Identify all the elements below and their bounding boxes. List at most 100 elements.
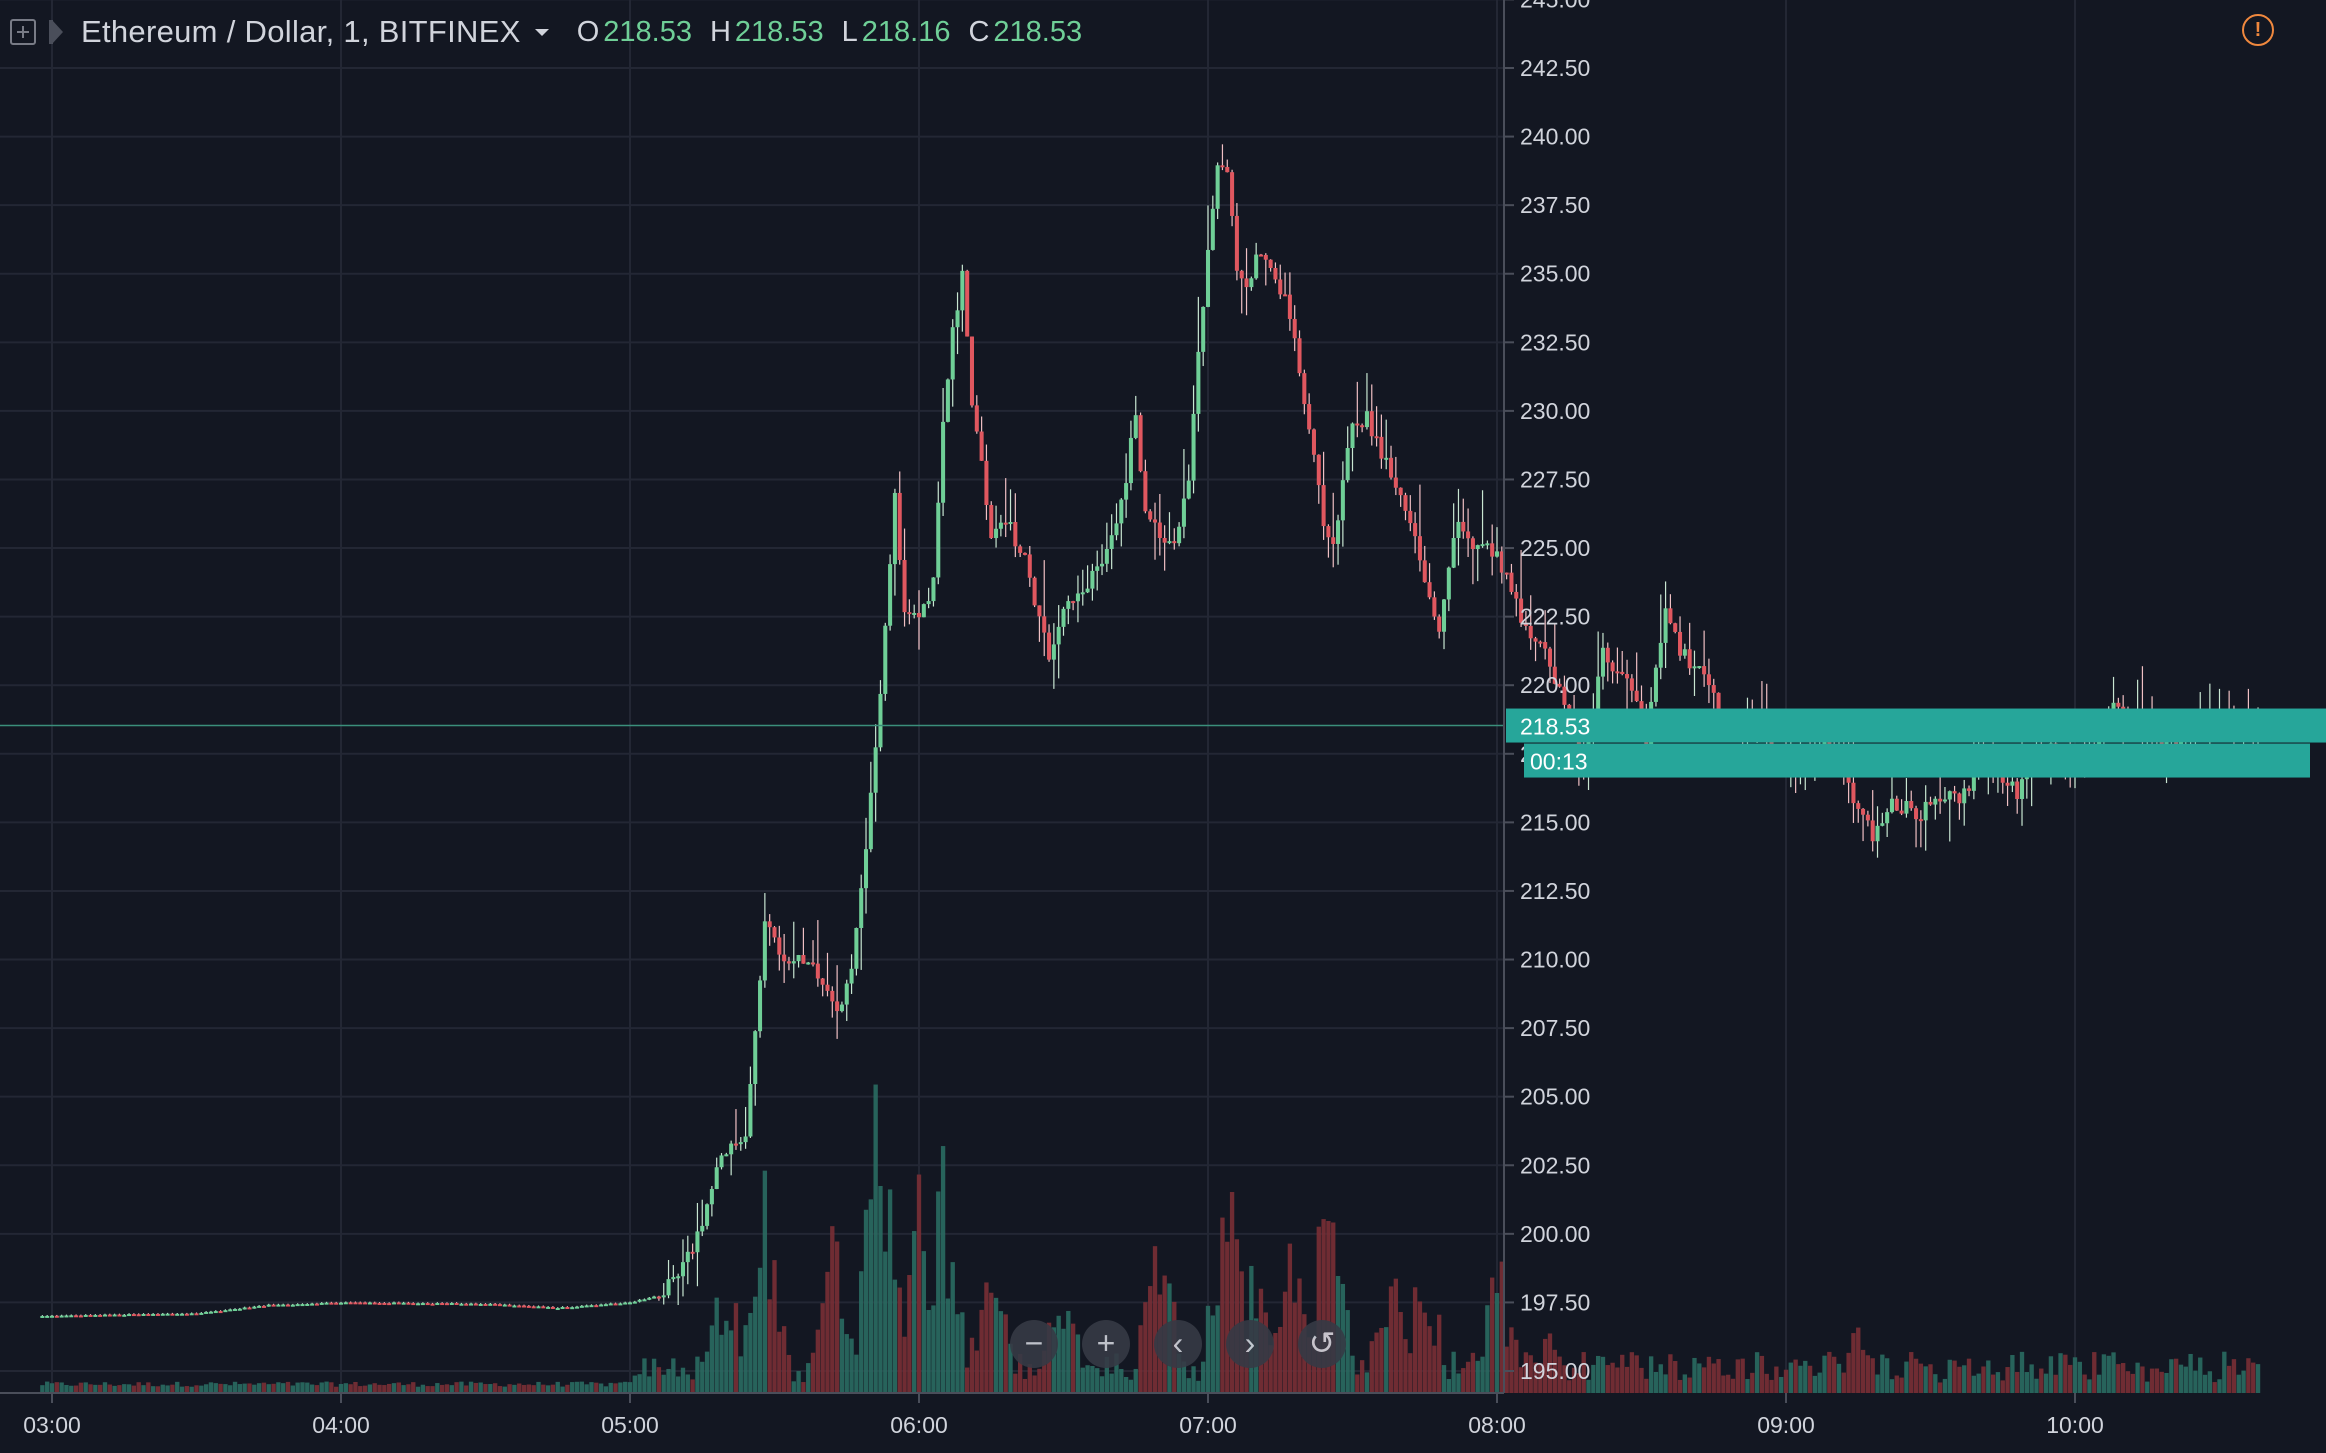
volume-bar <box>2207 1371 2213 1393</box>
volume-bar <box>300 1382 305 1393</box>
volume-bar <box>1359 1360 1365 1393</box>
volume-bar <box>955 1314 960 1393</box>
candle-body <box>1066 601 1071 609</box>
chevron-down-icon[interactable] <box>534 28 549 36</box>
volume-bar <box>873 1084 878 1393</box>
price-tick-label: 227.50 <box>1520 466 1590 492</box>
volume-bar <box>237 1384 243 1393</box>
volume-bar <box>512 1384 517 1393</box>
candle-body <box>603 1304 608 1307</box>
candle-body <box>1100 563 1105 567</box>
volume-bar <box>1003 1314 1008 1393</box>
candle-body <box>1706 674 1711 686</box>
ohlc-low: L 218.16 <box>841 15 951 48</box>
candle-body <box>579 1305 584 1308</box>
volume-bar <box>1119 1368 1124 1393</box>
zoom-out-button[interactable]: − <box>1010 1320 1058 1368</box>
volume-bar <box>748 1312 753 1393</box>
volume-bar <box>1856 1327 1861 1393</box>
candle-body <box>1552 666 1557 684</box>
price-tick-label: 242.50 <box>1520 55 1590 81</box>
volume-bar <box>242 1383 247 1393</box>
reset-chart-button[interactable]: ↺ <box>1298 1320 1346 1368</box>
volume-bar <box>844 1334 849 1393</box>
volume-bar <box>1986 1360 1991 1393</box>
volume-bar <box>382 1385 387 1393</box>
volume-bar <box>155 1386 161 1393</box>
volume-bar <box>1962 1365 1967 1393</box>
volume-bar <box>2015 1371 2020 1393</box>
volume-bar <box>1754 1352 1760 1393</box>
candle-body <box>1051 644 1056 660</box>
candle-body <box>1615 671 1620 674</box>
volume-bar <box>507 1384 512 1393</box>
price-tick-label: 202.50 <box>1520 1152 1590 1178</box>
volume-bar <box>261 1382 267 1393</box>
volume-bar <box>1933 1374 1938 1393</box>
volume-bar <box>425 1386 430 1393</box>
candle-body <box>1533 638 1538 642</box>
scroll-right-button[interactable]: › <box>1226 1320 1274 1368</box>
warning-icon[interactable]: ! <box>2242 14 2274 46</box>
candle-body <box>690 1251 695 1254</box>
candle-body <box>40 1315 45 1318</box>
volume-bar <box>2159 1371 2164 1393</box>
candle-body <box>338 1302 344 1305</box>
candle-body <box>1543 642 1548 649</box>
volume-bar <box>1412 1287 1418 1393</box>
volume-bar <box>1268 1345 1273 1393</box>
zoom-in-button[interactable]: + <box>1082 1320 1130 1368</box>
volume-bar <box>1051 1327 1057 1393</box>
candle-body <box>1056 626 1061 645</box>
volume-bar <box>675 1376 681 1393</box>
candle-body <box>1494 551 1500 557</box>
candle-body <box>1971 772 1976 791</box>
candle-body <box>594 1305 599 1308</box>
candle-body <box>430 1303 435 1306</box>
add-symbol-icon[interactable] <box>10 19 36 45</box>
volume-bar <box>1148 1286 1153 1393</box>
candle-body <box>801 955 806 964</box>
volume-bar <box>1620 1354 1625 1393</box>
candle-body <box>1350 423 1355 449</box>
volume-bar <box>1292 1302 1297 1393</box>
volume-bar <box>228 1385 233 1393</box>
volume-bar <box>2246 1358 2251 1393</box>
symbol-title[interactable]: Ethereum / Dollar, 1, BITFINEX <box>81 14 521 49</box>
volume-bar <box>1133 1368 1138 1393</box>
volume-bar <box>2130 1373 2135 1393</box>
candle-body <box>1466 531 1471 539</box>
candle-body <box>700 1225 705 1232</box>
candle-body <box>729 1143 734 1155</box>
volume-bar <box>1658 1364 1663 1393</box>
volume-bar <box>613 1383 618 1393</box>
candle-body <box>83 1314 88 1317</box>
volume-bar <box>907 1275 912 1393</box>
volume-bar <box>102 1382 108 1393</box>
candle-body <box>926 601 931 605</box>
volume-bar <box>1388 1286 1394 1393</box>
volume-bar <box>1942 1378 1948 1393</box>
ohlc-open: O 218.53 <box>576 15 692 48</box>
candle-body <box>213 1311 218 1314</box>
volume-bar <box>1229 1192 1235 1393</box>
volume-bar <box>2212 1382 2217 1393</box>
volume-bar <box>545 1385 551 1393</box>
volume-bar <box>993 1297 999 1393</box>
volume-bar <box>454 1382 459 1393</box>
volume-bar <box>830 1226 835 1393</box>
volume-bar <box>1648 1356 1654 1393</box>
flag-icon[interactable] <box>49 20 63 44</box>
volume-bar <box>1928 1364 1933 1393</box>
volume-bar <box>1234 1239 1240 1393</box>
last-price-badge <box>1506 708 2326 743</box>
volume-bar <box>1880 1354 1885 1393</box>
candle-body <box>1475 545 1480 550</box>
scroll-left-button[interactable]: ‹ <box>1154 1320 1202 1368</box>
volume-bar <box>810 1352 816 1393</box>
candle-body <box>387 1303 392 1306</box>
candle-body <box>777 937 782 955</box>
volume-bar <box>1571 1367 1577 1393</box>
